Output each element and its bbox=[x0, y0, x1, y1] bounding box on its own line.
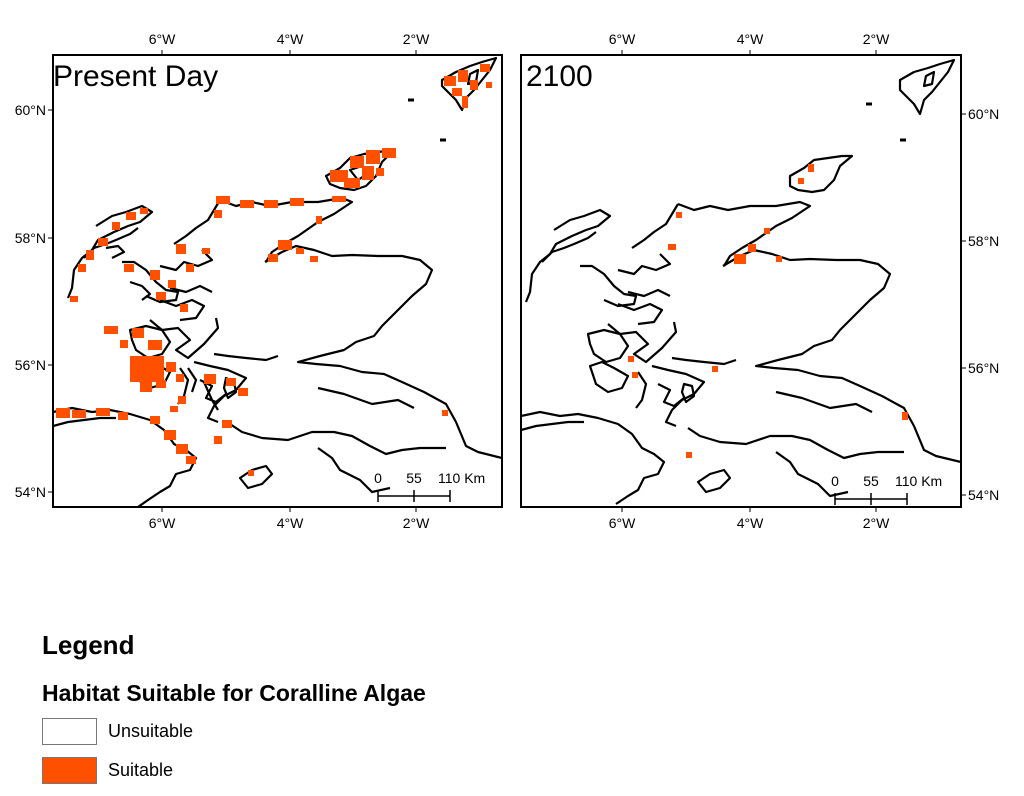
map-2100: 2100 6°W 4°W 2°W 6°W 4°W 2°W 60°N 58°N 5… bbox=[520, 31, 999, 531]
legend-label: Suitable bbox=[108, 760, 174, 780]
legend-label: Unsuitable bbox=[108, 721, 194, 741]
tick-label: 56°N bbox=[968, 360, 999, 376]
tick-label: 58°N bbox=[15, 230, 46, 246]
legend-swatch-suitable bbox=[42, 757, 97, 784]
suitable-habitat-cells bbox=[56, 64, 492, 476]
legend-subheading: Habitat Suitable for Coralline Algae bbox=[42, 680, 426, 706]
tick-label: 2°W bbox=[403, 515, 430, 531]
legend-item-unsuitable: Unsuitable bbox=[42, 718, 342, 748]
scale-label: 0 bbox=[831, 473, 839, 489]
tick-label: 4°W bbox=[277, 515, 304, 531]
tick-label: 6°W bbox=[149, 515, 176, 531]
top-axis: 6°W 4°W 2°W bbox=[149, 31, 430, 55]
scale-bar: 0 55 110 Km bbox=[831, 473, 942, 505]
suitable-habitat-cells bbox=[628, 164, 908, 458]
legend-item-suitable: Suitable bbox=[42, 757, 342, 787]
tick-label: 6°W bbox=[609, 515, 636, 531]
map-frame bbox=[520, 54, 962, 508]
bottom-axis: 6°W 4°W 2°W bbox=[609, 507, 890, 531]
scale-label: 55 bbox=[406, 470, 422, 486]
map-title: Present Day bbox=[53, 60, 218, 93]
tick-label: 4°W bbox=[277, 31, 304, 47]
coastline bbox=[521, 58, 961, 505]
tick-label: 2°W bbox=[403, 31, 430, 47]
tick-label: 54°N bbox=[15, 484, 46, 500]
lat-axis: 60°N 58°N 56°N 54°N bbox=[961, 106, 999, 503]
map-title: 2100 bbox=[526, 60, 593, 93]
scale-label: 110 Km bbox=[438, 470, 485, 486]
bottom-axis: 6°W 4°W 2°W bbox=[149, 507, 430, 531]
tick-label: 4°W bbox=[737, 515, 764, 531]
tick-label: 60°N bbox=[968, 106, 999, 122]
tick-label: 4°W bbox=[737, 31, 764, 47]
tick-label: 2°W bbox=[863, 31, 890, 47]
scale-label: 0 bbox=[374, 470, 382, 486]
tick-label: 6°W bbox=[609, 31, 636, 47]
tick-label: 56°N bbox=[15, 357, 46, 373]
map-present-day: Present Day 6°W 4°W 2°W 6°W 4°W 2°W 60°N… bbox=[15, 31, 503, 531]
tick-label: 54°N bbox=[968, 487, 999, 503]
scale-bar: 0 55 110 Km bbox=[374, 470, 485, 502]
scale-label: 110 Km bbox=[895, 473, 942, 489]
tick-label: 60°N bbox=[15, 102, 46, 118]
top-axis: 6°W 4°W 2°W bbox=[609, 31, 890, 55]
lat-axis: 60°N 58°N 56°N 54°N bbox=[15, 102, 53, 500]
tick-label: 58°N bbox=[968, 233, 999, 249]
tick-label: 6°W bbox=[149, 31, 176, 47]
tick-label: 2°W bbox=[863, 515, 890, 531]
legend-swatch-unsuitable bbox=[42, 718, 97, 745]
scale-label: 55 bbox=[863, 473, 879, 489]
legend-heading: Legend bbox=[42, 630, 135, 660]
